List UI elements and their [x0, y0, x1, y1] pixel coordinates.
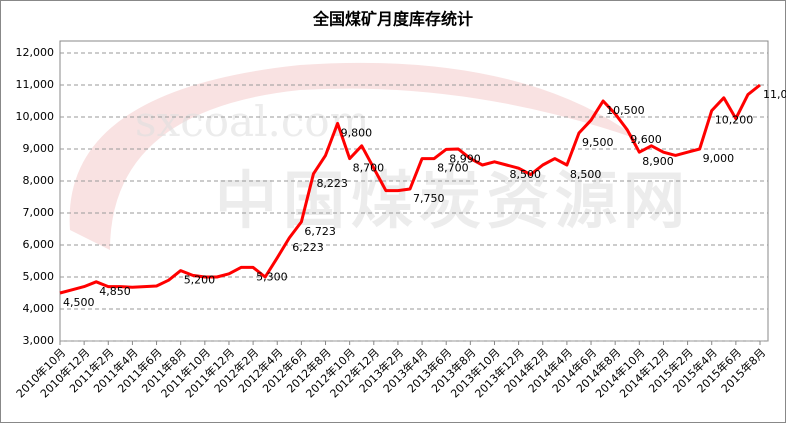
y-tick-label: 6,000	[23, 238, 55, 251]
data-label: 4,500	[63, 296, 95, 309]
watermark: sxcoal.com	[135, 97, 370, 146]
data-label: 8,700	[437, 162, 469, 175]
data-label: 8,500	[570, 168, 602, 181]
data-label: 5,300	[256, 270, 288, 283]
data-label: 10,500	[606, 104, 645, 117]
data-label: 8,223	[316, 177, 348, 190]
watermark: 中国煤炭资源网	[215, 164, 691, 237]
y-tick-label: 12,000	[16, 46, 55, 59]
data-label: 4,850	[99, 285, 131, 298]
data-label: 10,200	[715, 114, 754, 127]
data-label: 8,900	[642, 155, 674, 168]
data-label: 8,500	[510, 168, 542, 181]
data-label: 5,200	[184, 274, 216, 287]
data-line	[59, 83, 761, 295]
data-label: 6,723	[304, 225, 336, 238]
data-label: 9,000	[703, 152, 735, 165]
y-tick-label: 10,000	[16, 110, 55, 123]
data-label: 7,750	[413, 192, 445, 205]
data-label: 8,990	[449, 152, 481, 165]
data-label: 9,600	[630, 133, 662, 146]
data-label: 9,500	[582, 136, 614, 149]
data-label: 11,000	[763, 88, 786, 101]
y-tick-label: 8,000	[23, 174, 55, 187]
data-label: 9,800	[341, 126, 373, 139]
y-tick-label: 5,000	[23, 270, 55, 283]
y-tick-label: 4,000	[23, 302, 55, 315]
y-tick-label: 7,000	[23, 206, 55, 219]
chart-title: 全国煤矿月度库存统计	[312, 10, 473, 29]
data-label: 6,223	[292, 241, 324, 254]
data-label: 8,700	[353, 162, 385, 175]
y-tick-label: 11,000	[16, 78, 55, 91]
y-tick-label: 9,000	[23, 142, 55, 155]
y-tick-label: 3,000	[23, 334, 55, 347]
